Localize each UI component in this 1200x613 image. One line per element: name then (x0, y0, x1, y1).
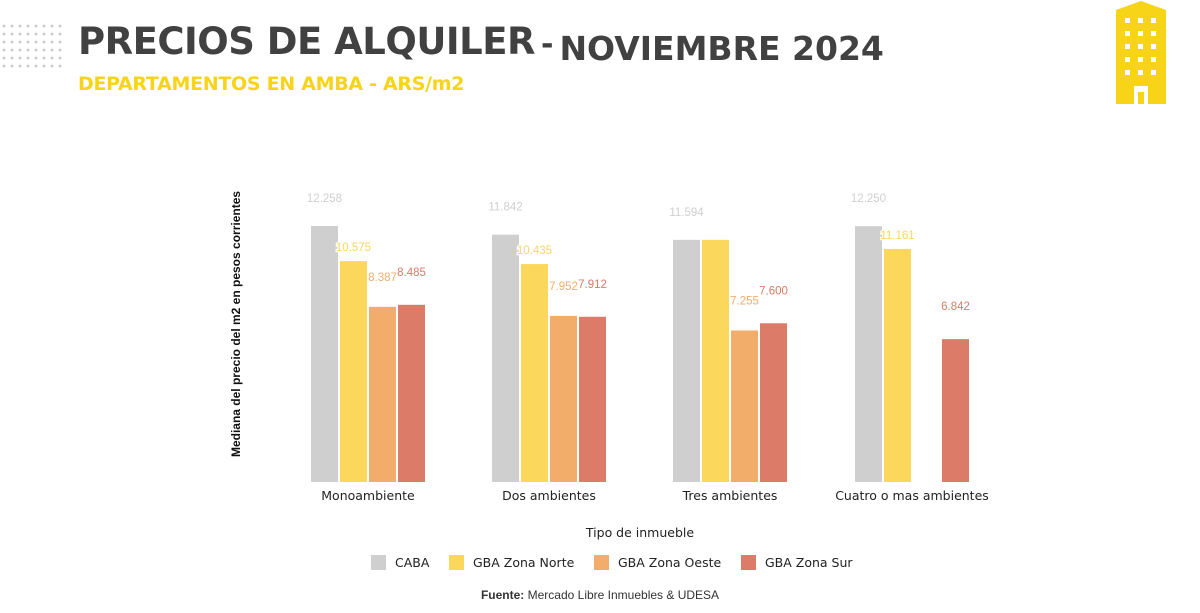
bar-2-2 (731, 330, 758, 482)
x-tick-label: Monoambiente (321, 488, 415, 503)
bar-3-3 (942, 339, 969, 482)
bar-1-2 (550, 315, 577, 482)
x-tick-label: Cuatro o mas ambientes (835, 488, 989, 503)
data-label-1-3: 7.912 (578, 279, 607, 291)
bar-3-1 (884, 248, 911, 482)
bar-0-3 (398, 304, 425, 482)
source-label: Fuente: (480, 588, 525, 602)
title-text: PRECIOS DE ALQUILER (78, 20, 535, 63)
data-label-1-1: 10.435 (517, 245, 552, 257)
source-text: Mercado Libre Inmuebles & UDESA (527, 588, 720, 602)
y-axis-title: Mediana del precio del m2 en pesos corri… (229, 191, 243, 457)
legend-label-3: GBA Zona Sur (765, 555, 853, 570)
bar-0-1 (340, 261, 367, 482)
data-label-3-1: 11.161 (880, 230, 914, 242)
data-label-1-0: 11.842 (488, 202, 522, 214)
bar-2-3 (760, 323, 787, 482)
building-icon (1116, 1, 1166, 104)
data-label-0-2: 8.387 (368, 272, 397, 284)
x-axis-title: Tipo de inmueble (585, 525, 694, 540)
legend-swatch-3 (741, 555, 756, 570)
data-label-0-0: 12.258 (307, 193, 342, 205)
legend-swatch-2 (594, 555, 609, 570)
data-label-0-3: 8.485 (397, 267, 426, 279)
data-label-2-0: 11.594 (669, 207, 704, 219)
legend-swatch-1 (449, 555, 464, 570)
data-label-0-1: 10.575 (336, 242, 371, 254)
x-tick-label: Dos ambientes (502, 488, 596, 503)
title-month: NOVIEMBRE 2024 (559, 29, 884, 68)
page-title: PRECIOS DE ALQUILER - NOVIEMBRE 2024 (78, 20, 884, 68)
title-separator: - (540, 27, 554, 62)
data-label-3-3: 6.842 (941, 301, 970, 313)
bar-1-0 (492, 234, 519, 482)
legend-label-0: CABA (395, 555, 430, 570)
bar-1-1 (521, 264, 548, 482)
bar-2-1 (702, 239, 729, 482)
data-label-2-2: 7.255 (730, 295, 759, 307)
bar-3-0 (855, 226, 882, 482)
legend-swatch-0 (371, 555, 386, 570)
x-tick-label: Tres ambientes (682, 488, 778, 503)
data-label-2-3: 7.600 (759, 285, 788, 297)
page-subtitle: DEPARTAMENTOS EN AMBA - ARS/m2 (78, 73, 465, 95)
legend-label-2: GBA Zona Oeste (618, 555, 721, 570)
data-label-3-0: 12.250 (851, 193, 886, 205)
source-note: Fuente: Mercado Libre Inmuebles & UDESA (0, 588, 1200, 602)
bar-2-0 (673, 239, 700, 482)
bar-1-3 (579, 316, 606, 482)
bar-0-2 (369, 306, 396, 482)
decorative-dot-grid (0, 22, 66, 68)
data-label-1-2: 7.952 (549, 281, 578, 293)
bar-0-0 (311, 226, 338, 482)
legend-label-1: GBA Zona Norte (473, 555, 575, 570)
